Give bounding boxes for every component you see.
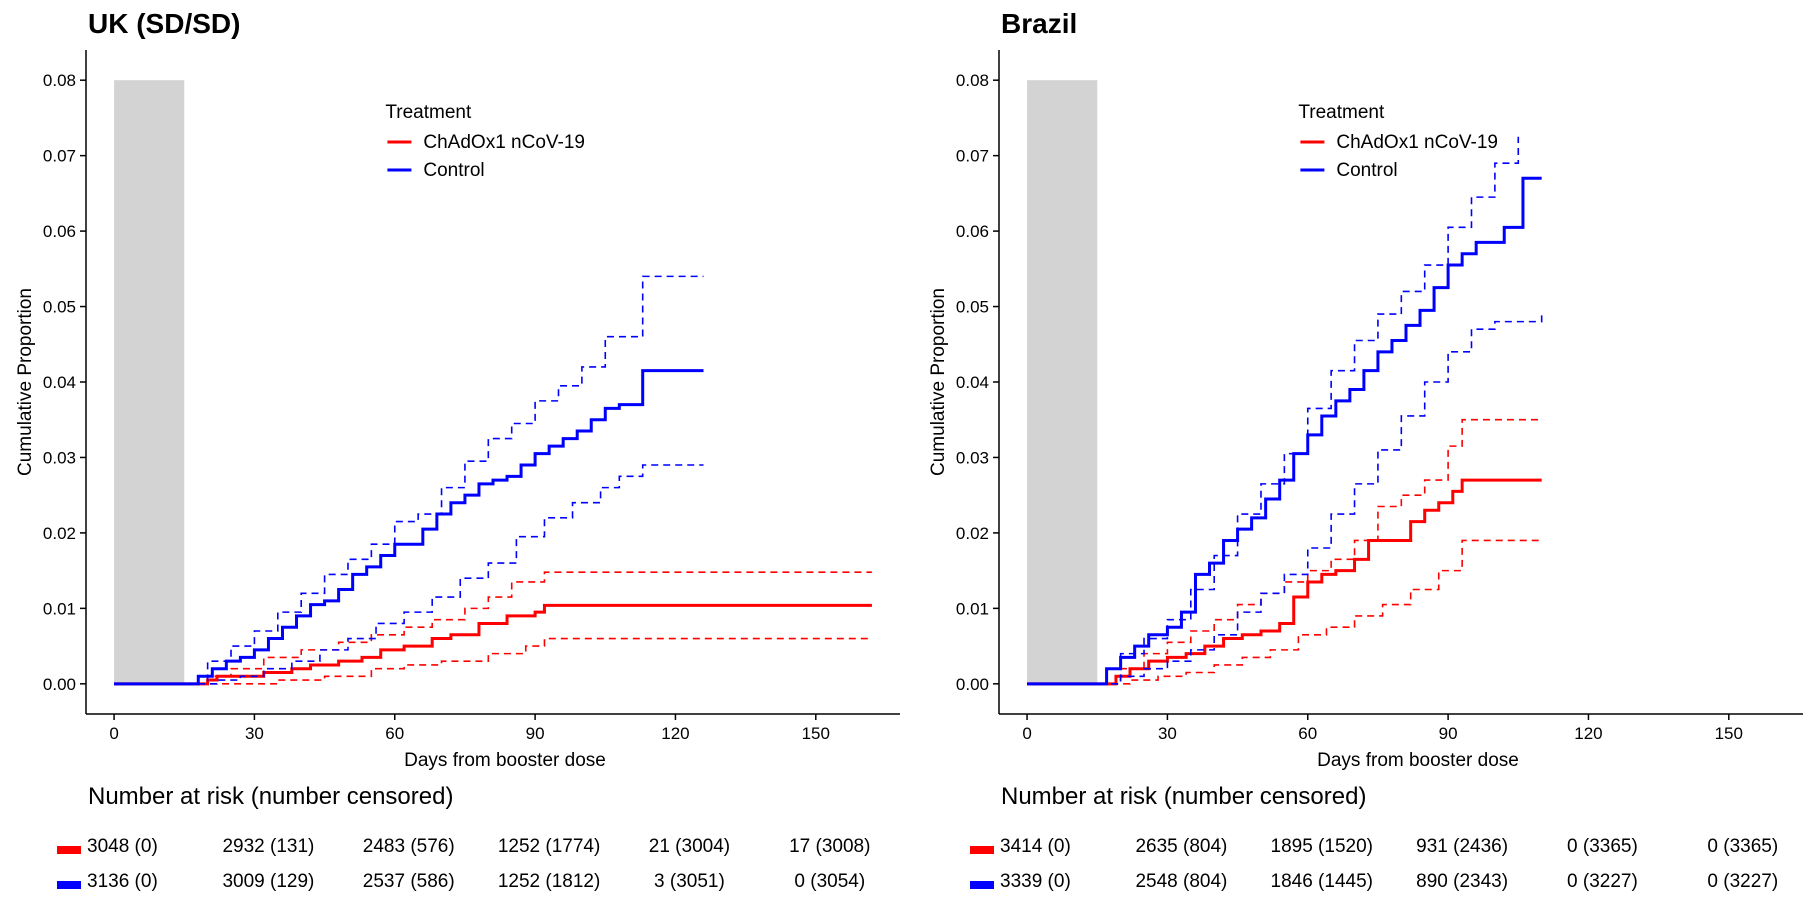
risk-cell: 0 (3227)	[1707, 871, 1779, 892]
y-tick-label: 0.07	[956, 147, 989, 166]
risk-row: 3339 (0) 2548 (804) 1846 (1445) 890 (2343) 0…	[913, 871, 1803, 897]
x-tick-label: 0	[109, 724, 118, 743]
risk-cell: 3 (3051)	[654, 871, 725, 892]
y-tick-label: 0.00	[43, 675, 76, 694]
risk-row-swatch	[970, 846, 994, 854]
y-tick-label: 0.08	[956, 71, 989, 90]
ci-line	[114, 275, 704, 685]
uk-panel: UK (SD/SD) 0.00 0.01 0.02 0.03 0.04 0.05 0.06 0…	[0, 0, 900, 895]
risk-cell: 890 (2343)	[1416, 871, 1509, 892]
x-axis-label: Days from booster dose	[404, 750, 606, 770]
y-axis-label: Cumulative Proportion	[15, 288, 36, 476]
series-line	[1027, 176, 1542, 686]
risk-cell: 3048 (0)	[87, 836, 158, 857]
legend-title: Treatment	[385, 102, 472, 123]
risk-cell: 2483 (576)	[362, 836, 455, 857]
legend-label: ChAdOx1 nCoV-19	[1336, 132, 1498, 153]
risk-cell: 1252 (1774)	[497, 836, 601, 857]
y-tick-label: 0.04	[956, 373, 989, 392]
risk-table-title: Number at risk (number censored)	[88, 783, 454, 810]
risk-cell: 3414 (0)	[1000, 836, 1071, 857]
legend-label: ChAdOx1 nCoV-19	[423, 132, 585, 153]
risk-cell: 0 (3365)	[1567, 836, 1638, 857]
ci-line	[1027, 539, 1542, 685]
uk-plot: 0.00 0.01 0.02 0.03 0.04 0.05 0.06 0.07 0.08 0 30 6…	[15, 50, 900, 770]
chart-title: Brazil	[1001, 8, 1078, 39]
x-tick-label: 120	[661, 724, 689, 743]
legend-title: Treatment	[1298, 102, 1385, 123]
y-tick-label: 0.05	[43, 298, 76, 317]
risk-cell: 0 (3227)	[1567, 871, 1638, 892]
y-tick-label: 0.08	[43, 71, 76, 90]
risk-cell: 2537 (586)	[362, 871, 455, 892]
risk-cell: 2548 (804)	[1135, 871, 1228, 892]
ci-line	[1027, 136, 1520, 685]
series-line	[114, 369, 704, 686]
risk-cell: 3136 (0)	[87, 871, 158, 892]
y-tick-label: 0.00	[956, 675, 989, 694]
shaded-region	[1027, 80, 1098, 684]
y-tick-label: 0.03	[956, 448, 989, 467]
risk-cell: 1252 (1812)	[497, 871, 601, 892]
risk-cell: 3009 (129)	[222, 871, 315, 892]
legend-label: Control	[423, 160, 484, 181]
x-tick-label: 0	[1022, 724, 1031, 743]
x-tick-label: 60	[385, 724, 404, 743]
x-tick-label: 150	[1715, 724, 1743, 743]
risk-table-title: Number at risk (number censored)	[1001, 783, 1367, 810]
series-line	[114, 603, 872, 686]
y-tick-label: 0.01	[43, 599, 76, 618]
risk-row-swatch	[57, 846, 81, 854]
risk-cell: 3339 (0)	[1000, 871, 1071, 892]
risk-cell: 1895 (1520)	[1270, 836, 1373, 857]
risk-cell: 21 (3004)	[648, 836, 731, 857]
risk-row: 3048 (0) 2932 (131) 2483 (576) 1252 (1774) 2…	[0, 836, 900, 862]
x-tick-label: 30	[1158, 724, 1177, 743]
risk-cell: 0 (3365)	[1707, 836, 1779, 857]
x-tick-label: 90	[526, 724, 545, 743]
y-tick-label: 0.04	[43, 373, 76, 392]
ci-line	[1027, 312, 1543, 685]
y-tick-label: 0.06	[956, 222, 989, 241]
ci-line	[114, 571, 872, 685]
ci-line	[114, 464, 704, 685]
brazil-plot: 0.00 0.01 0.02 0.03 0.04 0.05 0.06 0.07 0.08 0 30 6…	[928, 50, 1803, 770]
risk-cell: 0 (3054)	[794, 871, 866, 892]
brazil-panel: Brazil 0.00 0.01 0.02 0.03 0.04 0.05 0.06 0.07 0…	[913, 0, 1803, 895]
shaded-region	[114, 80, 185, 684]
risk-row: 3136 (0) 3009 (129) 2537 (586) 1252 (1812) 3…	[0, 871, 900, 897]
series-line	[1027, 478, 1542, 686]
ci-line	[1027, 418, 1542, 685]
chart-title: UK (SD/SD)	[88, 8, 241, 39]
legend-label: Control	[1336, 160, 1397, 181]
risk-cell: 2932 (131)	[222, 836, 315, 857]
x-tick-label: 120	[1574, 724, 1602, 743]
x-tick-label: 60	[1298, 724, 1317, 743]
risk-row: 3414 (0) 2635 (804) 1895 (1520) 931 (2436) 0…	[913, 836, 1803, 862]
ci-line	[114, 637, 872, 685]
risk-row-swatch	[57, 881, 81, 889]
risk-cell: 1846 (1445)	[1270, 871, 1373, 892]
y-tick-label: 0.07	[43, 147, 76, 166]
y-tick-label: 0.05	[956, 298, 989, 317]
risk-cell: 2635 (804)	[1135, 836, 1228, 857]
x-axis-label: Days from booster dose	[1317, 750, 1519, 770]
y-tick-label: 0.03	[43, 448, 76, 467]
risk-cell: 17 (3008)	[789, 836, 871, 857]
x-tick-label: 30	[245, 724, 264, 743]
y-axis-label: Cumulative Proportion	[928, 288, 949, 476]
x-tick-label: 90	[1439, 724, 1458, 743]
y-tick-label: 0.02	[956, 524, 989, 543]
x-tick-label: 150	[802, 724, 830, 743]
y-tick-label: 0.06	[43, 222, 76, 241]
y-tick-label: 0.02	[43, 524, 76, 543]
risk-row-swatch	[970, 881, 994, 889]
risk-cell: 931 (2436)	[1416, 836, 1509, 857]
y-tick-label: 0.01	[956, 599, 989, 618]
